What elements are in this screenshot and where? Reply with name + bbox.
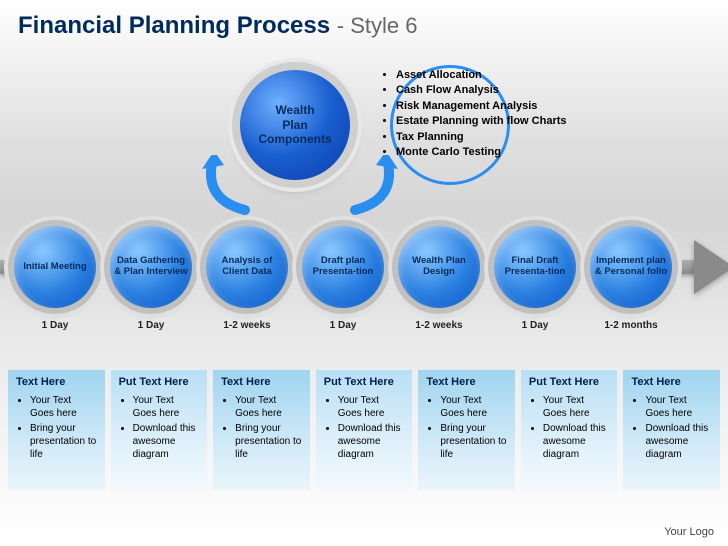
text-box-heading: Text Here bbox=[221, 376, 302, 388]
component-bullet: Tax Planning bbox=[396, 130, 567, 145]
text-box: Text Here Your Text Goes hereBring your p… bbox=[213, 370, 310, 490]
text-box-heading: Put Text Here bbox=[119, 376, 200, 388]
text-box-heading: Put Text Here bbox=[529, 376, 610, 388]
curved-arrow-right-icon bbox=[340, 155, 400, 215]
timeline-step: Analysis of Client Data bbox=[206, 226, 288, 308]
component-bullet: Cash Flow Analysis bbox=[396, 83, 567, 98]
timeline-step: Final Draft Presenta-tion bbox=[494, 226, 576, 308]
timeline-step: Implement plan & Personal folio bbox=[590, 226, 672, 308]
duration-label: 1 Day bbox=[494, 320, 576, 332]
text-box-item: Download this awesome diagram bbox=[338, 422, 405, 461]
timeline-arrowhead-icon bbox=[694, 240, 728, 294]
text-box-list: Your Text Goes hereDownload this awesome… bbox=[119, 394, 200, 461]
text-box: Text Here Your Text Goes hereDownload thi… bbox=[623, 370, 720, 490]
duration-label: 1 Day bbox=[14, 320, 96, 332]
curved-arrow-left-icon bbox=[200, 155, 260, 215]
text-box: Text Here Your Text Goes hereBring your p… bbox=[418, 370, 515, 490]
text-box-item: Your Text Goes here bbox=[133, 394, 200, 420]
text-box-heading: Text Here bbox=[631, 376, 712, 388]
timeline-step-label: Initial Meeting bbox=[23, 262, 86, 273]
timeline-step-label: Implement plan & Personal folio bbox=[594, 256, 668, 278]
timeline-step: Initial Meeting bbox=[14, 226, 96, 308]
component-bullet: Monte Carlo Testing bbox=[396, 145, 567, 160]
duration-label: 1-2 weeks bbox=[398, 320, 480, 332]
text-box-list: Your Text Goes hereDownload this awesome… bbox=[324, 394, 405, 461]
text-box-item: Bring your presentation to life bbox=[30, 422, 97, 461]
text-box-list: Your Text Goes hereBring your presentati… bbox=[16, 394, 97, 461]
text-box-item: Your Text Goes here bbox=[645, 394, 712, 420]
text-box-item: Your Text Goes here bbox=[440, 394, 507, 420]
text-box-list: Your Text Goes hereDownload this awesome… bbox=[529, 394, 610, 461]
text-box-item: Download this awesome diagram bbox=[645, 422, 712, 461]
timeline-step-label: Final Draft Presenta-tion bbox=[498, 256, 572, 278]
duration-label: 1-2 weeks bbox=[206, 320, 288, 332]
component-bullet: Asset Allocation bbox=[396, 68, 567, 83]
text-box-heading: Text Here bbox=[426, 376, 507, 388]
timeline-step: Wealth Plan Design bbox=[398, 226, 480, 308]
duration-label: 1-2 months bbox=[590, 320, 672, 332]
process-timeline: Initial Meeting Data Gathering & Plan Int… bbox=[0, 222, 728, 312]
center-hub-label: Wealth Plan Components bbox=[258, 103, 331, 146]
text-box-item: Your Text Goes here bbox=[338, 394, 405, 420]
title-main: Financial Planning Process bbox=[18, 12, 330, 39]
text-box-item: Download this awesome diagram bbox=[133, 422, 200, 461]
component-bullet: Risk Management Analysis bbox=[396, 99, 567, 114]
text-box-heading: Put Text Here bbox=[324, 376, 405, 388]
text-box-list: Your Text Goes hereDownload this awesome… bbox=[631, 394, 712, 461]
text-box-item: Your Text Goes here bbox=[30, 394, 97, 420]
duration-label: 1 Day bbox=[302, 320, 384, 332]
text-box-heading: Text Here bbox=[16, 376, 97, 388]
timeline-step-label: Analysis of Client Data bbox=[210, 256, 284, 278]
center-group: Wealth Plan Components Asset AllocationC… bbox=[210, 60, 610, 200]
timeline-step: Draft plan Presenta-tion bbox=[302, 226, 384, 308]
page-title: Financial Planning Process - Style 6 bbox=[0, 0, 728, 40]
text-box-list: Your Text Goes hereBring your presentati… bbox=[221, 394, 302, 461]
component-bullet: Estate Planning with flow Charts bbox=[396, 114, 567, 129]
duration-label: 1 Day bbox=[110, 320, 192, 332]
text-box: Put Text Here Your Text Goes hereDownload… bbox=[521, 370, 618, 490]
text-box-item: Your Text Goes here bbox=[543, 394, 610, 420]
title-suffix: - Style 6 bbox=[337, 13, 418, 38]
duration-row: 1 Day 1 Day 1-2 weeks 1 Day 1-2 weeks 1 Day 1-… bbox=[0, 320, 728, 350]
timeline-step-label: Wealth Plan Design bbox=[402, 256, 476, 278]
text-boxes-row: Text HereYour Text Goes hereBring your p… bbox=[8, 370, 720, 490]
timeline-step-label: Data Gathering & Plan Interview bbox=[114, 256, 188, 278]
text-box: Text Here Your Text Goes hereBring your p… bbox=[8, 370, 105, 490]
text-box: Put Text Here Your Text Goes hereDownload… bbox=[316, 370, 413, 490]
text-box: Put Text Here Your Text Goes hereDownload… bbox=[111, 370, 208, 490]
text-box-item: Your Text Goes here bbox=[235, 394, 302, 420]
text-box-item: Download this awesome diagram bbox=[543, 422, 610, 461]
timeline-step: Data Gathering & Plan Interview bbox=[110, 226, 192, 308]
text-box-item: Bring your presentation to life bbox=[440, 422, 507, 461]
timeline-step-label: Draft plan Presenta-tion bbox=[306, 256, 380, 278]
footer-logo: Your Logo bbox=[664, 526, 714, 538]
component-bullet-list: Asset AllocationCash Flow AnalysisRisk M… bbox=[380, 68, 567, 160]
text-box-list: Your Text Goes hereBring your presentati… bbox=[426, 394, 507, 461]
text-box-item: Bring your presentation to life bbox=[235, 422, 302, 461]
